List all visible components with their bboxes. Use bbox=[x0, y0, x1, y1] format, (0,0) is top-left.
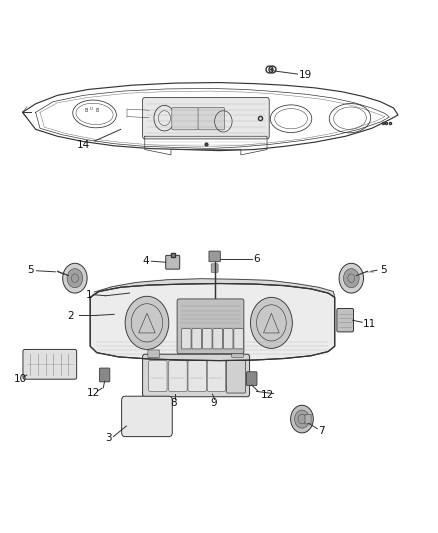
Text: 5: 5 bbox=[381, 265, 387, 275]
Circle shape bbox=[290, 405, 313, 433]
Text: U: U bbox=[90, 107, 93, 111]
Text: 12: 12 bbox=[87, 388, 100, 398]
FancyBboxPatch shape bbox=[223, 329, 233, 349]
Text: 8: 8 bbox=[170, 398, 177, 408]
Text: 4: 4 bbox=[143, 256, 149, 265]
FancyBboxPatch shape bbox=[226, 361, 246, 393]
FancyBboxPatch shape bbox=[188, 361, 206, 391]
Text: 11: 11 bbox=[363, 319, 376, 329]
FancyBboxPatch shape bbox=[202, 329, 212, 349]
FancyBboxPatch shape bbox=[198, 108, 225, 130]
Text: 9: 9 bbox=[210, 398, 217, 408]
Text: 12: 12 bbox=[261, 390, 274, 400]
FancyBboxPatch shape bbox=[99, 368, 110, 382]
FancyBboxPatch shape bbox=[337, 309, 353, 332]
Text: 6: 6 bbox=[253, 254, 260, 264]
FancyBboxPatch shape bbox=[148, 350, 159, 358]
FancyBboxPatch shape bbox=[232, 350, 244, 358]
Circle shape bbox=[63, 263, 87, 293]
Circle shape bbox=[294, 410, 309, 428]
Text: 10: 10 bbox=[14, 374, 27, 384]
FancyBboxPatch shape bbox=[169, 361, 187, 391]
FancyBboxPatch shape bbox=[192, 329, 201, 349]
FancyBboxPatch shape bbox=[23, 350, 77, 379]
Circle shape bbox=[251, 297, 292, 349]
FancyBboxPatch shape bbox=[207, 361, 226, 391]
FancyBboxPatch shape bbox=[149, 361, 167, 391]
FancyBboxPatch shape bbox=[181, 329, 191, 349]
FancyBboxPatch shape bbox=[234, 329, 244, 349]
Text: 5: 5 bbox=[27, 265, 34, 275]
Text: 19: 19 bbox=[299, 70, 312, 80]
FancyBboxPatch shape bbox=[211, 264, 218, 272]
Circle shape bbox=[67, 269, 83, 288]
FancyBboxPatch shape bbox=[305, 414, 311, 424]
Text: 3: 3 bbox=[106, 433, 112, 443]
Text: 7: 7 bbox=[318, 426, 325, 437]
Polygon shape bbox=[90, 284, 335, 361]
FancyBboxPatch shape bbox=[213, 329, 223, 349]
Circle shape bbox=[343, 269, 359, 288]
Text: 2: 2 bbox=[67, 311, 74, 321]
Text: 14: 14 bbox=[77, 140, 90, 150]
Text: 1: 1 bbox=[85, 289, 92, 300]
FancyBboxPatch shape bbox=[172, 108, 198, 130]
FancyBboxPatch shape bbox=[209, 251, 220, 262]
Polygon shape bbox=[90, 279, 335, 297]
Text: B: B bbox=[84, 108, 88, 113]
Circle shape bbox=[125, 296, 169, 350]
Text: B: B bbox=[95, 108, 99, 113]
FancyBboxPatch shape bbox=[143, 354, 250, 397]
FancyBboxPatch shape bbox=[143, 98, 269, 139]
FancyBboxPatch shape bbox=[177, 299, 244, 354]
FancyBboxPatch shape bbox=[166, 255, 180, 269]
Circle shape bbox=[339, 263, 364, 293]
FancyBboxPatch shape bbox=[122, 396, 172, 437]
FancyBboxPatch shape bbox=[247, 372, 257, 385]
